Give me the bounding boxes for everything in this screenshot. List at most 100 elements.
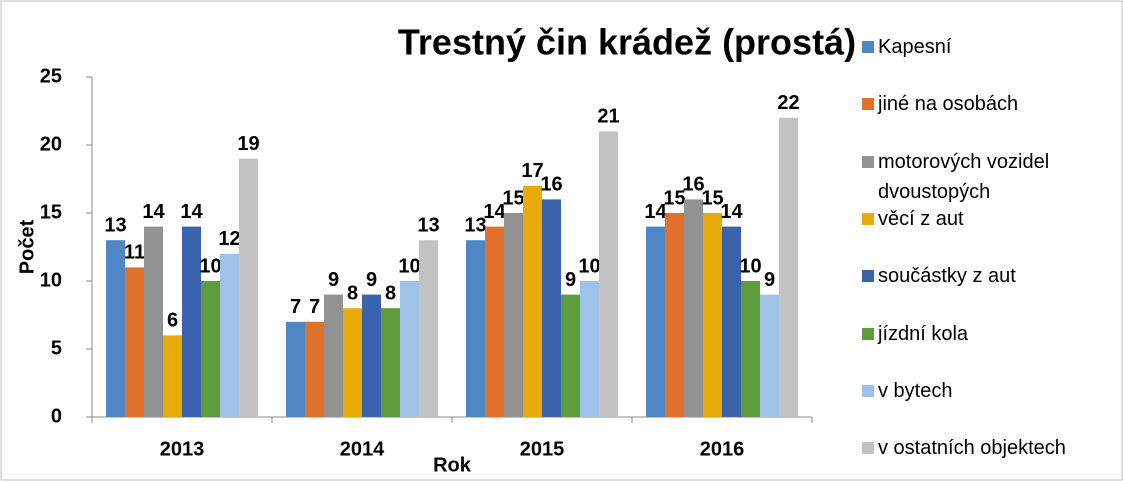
bar: [504, 213, 523, 417]
legend-label: jiné na osobách: [878, 93, 1019, 116]
y-tick-label: 20: [40, 133, 62, 155]
legend-swatch: [862, 270, 874, 283]
bar: [646, 226, 665, 417]
bar: [144, 226, 163, 417]
bar: [722, 226, 741, 417]
data-label: 15: [701, 187, 723, 209]
bar: [163, 335, 182, 417]
data-label: 22: [777, 92, 799, 114]
y-tick-label: 25: [40, 65, 62, 87]
legend-label: Kapesní: [878, 36, 952, 58]
bar: [665, 213, 684, 417]
data-label: 13: [104, 214, 126, 236]
data-label: 10: [199, 255, 221, 277]
data-label: 7: [309, 296, 320, 318]
data-label: 8: [385, 282, 396, 304]
legend-swatch: [862, 41, 874, 53]
bar: [760, 294, 779, 417]
data-label: 21: [597, 106, 619, 128]
x-tick-label: 2013: [160, 438, 205, 460]
data-label: 9: [764, 269, 775, 291]
data-label: 11: [124, 242, 145, 264]
legend-item: jízdní kola: [862, 319, 1118, 349]
legend-label: v bytech: [878, 379, 953, 402]
legend-swatch: [862, 155, 874, 168]
y-tick-label: 0: [51, 405, 62, 427]
bar: [523, 185, 542, 417]
legend-label: jízdní kola: [878, 322, 969, 345]
data-label: 16: [540, 174, 562, 196]
y-tick-label: 10: [40, 269, 62, 291]
bar: [779, 117, 798, 418]
bar: [239, 158, 258, 417]
bar: [400, 281, 419, 417]
data-label: 13: [464, 214, 486, 236]
bar: [580, 281, 599, 417]
legend-swatch: [862, 384, 874, 397]
bar: [684, 199, 703, 417]
x-tick-label: 2015: [520, 438, 565, 460]
legend-item: jiné na osobách: [862, 89, 1118, 119]
bar: [542, 199, 561, 417]
y-tick-label: 15: [40, 201, 62, 223]
data-label: 9: [328, 269, 339, 291]
bar: [381, 308, 400, 417]
data-label: 16: [682, 174, 704, 196]
bar: [466, 240, 485, 417]
data-label: 10: [578, 255, 600, 277]
bar: [741, 281, 760, 417]
legend-label: motorových vozidel dvoustopých: [878, 150, 1050, 203]
legend-label: věcí z aut: [878, 207, 964, 230]
bar: [419, 240, 438, 417]
data-label: 14: [180, 201, 203, 223]
legend-label: v ostatních objektech: [878, 437, 1066, 460]
x-tick-label: 2016: [700, 438, 745, 460]
x-axis-title: Rok: [433, 454, 472, 476]
data-label: 17: [521, 160, 543, 182]
data-label: 14: [483, 201, 506, 223]
data-label: 14: [142, 201, 165, 223]
data-label: 8: [347, 282, 358, 304]
legend-swatch: [862, 98, 874, 111]
data-label: 15: [663, 187, 685, 209]
data-label: 12: [218, 228, 240, 250]
data-label: 9: [366, 269, 377, 291]
bar: [703, 213, 722, 417]
bar: [286, 321, 305, 417]
bar: [343, 308, 362, 417]
y-axis-title: Počet: [16, 219, 38, 274]
chart-title: Trestný čin krádež (prostá): [398, 22, 856, 63]
data-label: 14: [720, 201, 743, 223]
data-label: 6: [167, 310, 178, 332]
bar: [201, 281, 220, 417]
bar: [182, 226, 201, 417]
x-tick-label: 2014: [340, 438, 385, 460]
legend-item: součástky z aut: [862, 261, 1118, 291]
data-label: 19: [237, 133, 259, 155]
legend-item: v ostatních objektech: [862, 433, 1118, 463]
data-label: 9: [565, 269, 576, 291]
data-label: 7: [290, 296, 301, 318]
bar: [125, 267, 144, 417]
bar: [324, 294, 343, 417]
bar: [485, 226, 504, 417]
legend-label: součástky z aut: [878, 265, 1016, 288]
legend-item: v bytech: [862, 376, 1118, 406]
bar: [362, 294, 381, 417]
legend-swatch: [862, 327, 874, 340]
data-label: 15: [502, 187, 524, 209]
legend-item: věcí z aut: [862, 204, 1118, 234]
legend-swatch: [862, 442, 874, 455]
bar: [561, 294, 580, 417]
data-label: 13: [417, 214, 439, 236]
bar: [305, 321, 324, 417]
bar: [106, 240, 125, 417]
legend-item: Kapesní: [862, 32, 1118, 62]
data-label: 10: [398, 255, 420, 277]
bar: [599, 131, 618, 417]
y-tick-label: 5: [51, 337, 62, 359]
data-label: 14: [644, 201, 667, 223]
legend-item: motorových vozidel dvoustopých: [862, 147, 1078, 207]
